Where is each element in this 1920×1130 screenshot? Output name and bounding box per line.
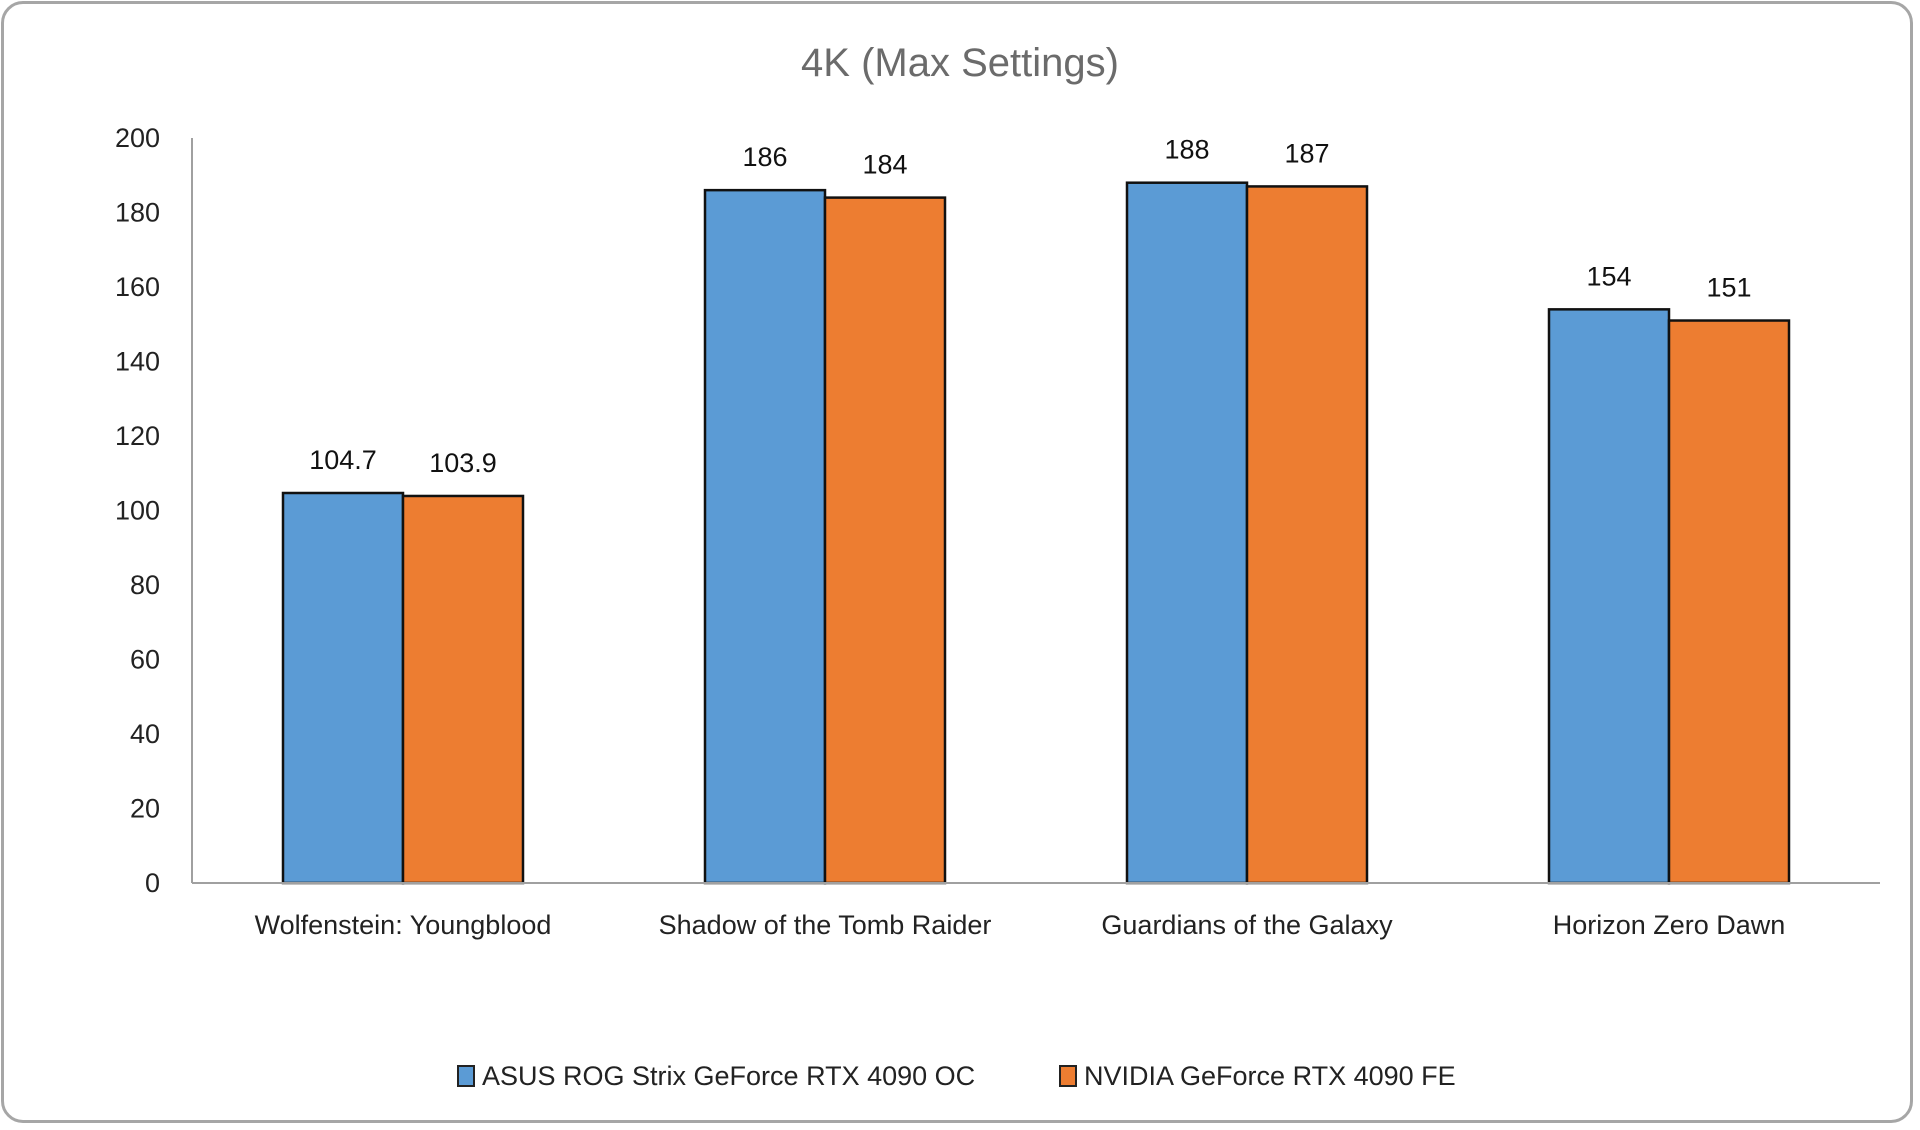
y-tick-label: 200 [115, 123, 160, 153]
bar [1547, 308, 1671, 885]
bar [401, 494, 525, 885]
bar [281, 491, 405, 885]
data-label: 151 [1706, 273, 1751, 303]
chart-title: 4K (Max Settings) [801, 41, 1119, 85]
legend-swatch [1059, 1065, 1077, 1087]
bar [1667, 319, 1791, 885]
legend-label: ASUS ROG Strix GeForce RTX 4090 OC [482, 1061, 975, 1091]
y-tick-label: 180 [115, 198, 160, 228]
x-category-label: Guardians of the Galaxy [1101, 910, 1393, 940]
x-category-label: Wolfenstein: Youngblood [255, 910, 552, 940]
y-tick-label: 20 [130, 794, 160, 824]
y-tick-label: 100 [115, 496, 160, 526]
y-tick-label: 140 [115, 347, 160, 377]
y-tick-label: 60 [130, 645, 160, 675]
bar [823, 196, 947, 885]
x-category-label: Horizon Zero Dawn [1553, 910, 1786, 940]
data-label: 186 [742, 142, 787, 172]
data-label: 188 [1164, 135, 1209, 165]
data-label: 187 [1284, 138, 1329, 168]
y-tick-label: 0 [145, 868, 160, 898]
legend-swatch [457, 1065, 475, 1087]
bar [1125, 181, 1249, 885]
y-tick-label: 120 [115, 421, 160, 451]
y-tick-label: 40 [130, 719, 160, 749]
bar [703, 188, 827, 885]
legend-label: NVIDIA GeForce RTX 4090 FE [1084, 1061, 1456, 1091]
y-tick-label: 80 [130, 570, 160, 600]
data-label: 103.9 [429, 448, 497, 478]
data-label: 184 [862, 150, 907, 180]
data-label: 154 [1586, 261, 1631, 291]
data-label: 104.7 [309, 445, 377, 475]
x-category-label: Shadow of the Tomb Raider [659, 910, 992, 940]
y-tick-label: 160 [115, 272, 160, 302]
bar [1245, 185, 1369, 885]
